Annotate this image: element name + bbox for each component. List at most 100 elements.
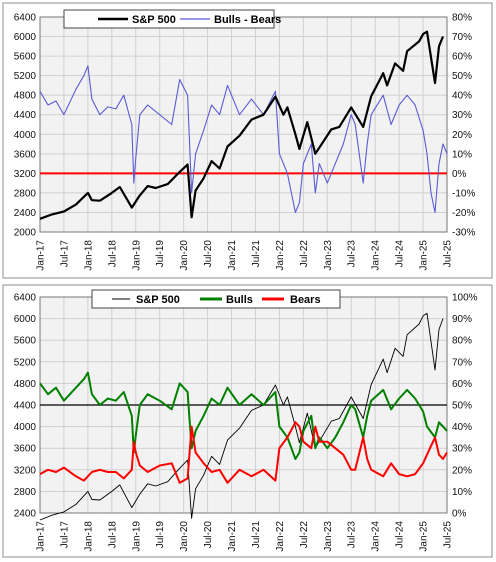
x-tick-label: Jan-19	[131, 521, 142, 552]
x-tick-label: Jan-25	[419, 240, 430, 271]
y-tick-label-right: 10%	[452, 149, 472, 160]
series-line-bulls	[39, 371, 448, 460]
x-tick-label: Jul-24	[395, 240, 406, 268]
y-tick-label-left: 3200	[14, 465, 37, 476]
bottom-left-y-axis: 2400 2800 3200 3600 4000 4400 4800 5200 5600 6000…	[14, 293, 37, 520]
x-tick-label: Jan-17	[36, 521, 47, 552]
y-tick-label-left: 5600	[14, 336, 37, 347]
x-tick-label: Jan-23	[323, 240, 334, 271]
x-tick-label: Jan-22	[275, 240, 286, 271]
y-tick-label-left: 4000	[14, 130, 37, 141]
bottom-chart-panel: Jan-17 Jul-17 Jan-18 Jul-18 Jan-19 Jul-19 Jan-…	[2, 284, 493, 558]
y-tick-label-left: 2400	[14, 208, 37, 219]
y-tick-label-left: 5200	[14, 357, 37, 368]
y-tick-label-left: 6400	[14, 13, 37, 24]
y-tick-label-right: 30%	[452, 444, 472, 455]
x-tick-label: Jan-19	[131, 240, 142, 271]
x-tick-label: Jan-17	[36, 240, 47, 271]
y-tick-label-left: 6000	[14, 314, 37, 325]
y-tick-label-right: 100%	[452, 293, 478, 304]
y-tick-label-right: 50%	[452, 71, 472, 82]
top-left-y-axis: 2000 2400 2800 3200 3600 4000 4400 4800 5200 5600…	[14, 13, 37, 239]
x-tick-label: Jul-17	[59, 521, 70, 549]
y-tick-label-right: 70%	[452, 32, 472, 43]
y-tick-label-right: 20%	[452, 130, 472, 141]
y-tick-label-right: 0%	[452, 509, 467, 520]
x-tick-label: Jan-24	[371, 521, 382, 552]
x-tick-label: Jul-22	[299, 521, 310, 549]
legend-label-sp500-bottom: S&P 500	[136, 294, 180, 306]
y-tick-label-right: 40%	[452, 422, 472, 433]
y-tick-label-left: 2800	[14, 487, 37, 498]
x-tick-label: Jul-25	[443, 240, 454, 268]
y-tick-label-left: 5600	[14, 52, 37, 63]
x-tick-label: Jan-18	[83, 521, 94, 552]
y-tick-label-left: 2400	[14, 509, 37, 520]
x-tick-label: Jul-20	[203, 240, 214, 268]
x-tick-label: Jul-17	[59, 240, 70, 268]
y-tick-label-right: 50%	[452, 401, 472, 412]
x-tick-label: Jan-20	[179, 521, 190, 552]
x-tick-label: Jul-21	[251, 240, 262, 268]
x-tick-label: Jul-23	[347, 521, 358, 549]
x-tick-label: Jul-19	[155, 521, 166, 549]
y-tick-label-left: 4400	[14, 110, 37, 121]
x-tick-label: Jan-23	[323, 521, 334, 552]
y-tick-label-right: -10%	[452, 188, 475, 199]
y-tick-label-right: 40%	[452, 91, 472, 102]
x-tick-label: Jan-24	[371, 240, 382, 271]
y-tick-label-left: 2800	[14, 188, 37, 199]
legend-label-bulls-bears: Bulls - Bears	[214, 14, 281, 26]
y-tick-label-left: 3600	[14, 149, 37, 160]
x-tick-label: Jan-22	[275, 521, 286, 552]
y-tick-label-right: -30%	[452, 228, 475, 239]
y-tick-label-right: 70%	[452, 357, 472, 368]
bottom-x-axis: Jan-17 Jul-17 Jan-18 Jul-18 Jan-19 Jul-19 Jan-…	[36, 521, 454, 552]
y-tick-label-right: 20%	[452, 465, 472, 476]
y-tick-label-right: 80%	[452, 13, 472, 24]
y-tick-label-right: 10%	[452, 487, 472, 498]
x-tick-label: Jan-18	[83, 240, 94, 271]
legend-label-bulls: Bulls	[226, 294, 253, 306]
y-tick-label-left: 4000	[14, 422, 37, 433]
y-tick-label-left: 3600	[14, 444, 37, 455]
x-tick-label: Jul-23	[347, 240, 358, 268]
series-line-bears	[39, 421, 448, 484]
top-series	[39, 30, 448, 220]
y-tick-label-right: 0%	[452, 169, 467, 180]
y-tick-label-left: 3200	[14, 169, 37, 180]
y-tick-label-left: 4800	[14, 91, 37, 102]
x-tick-label: Jul-18	[107, 240, 118, 268]
bottom-right-y-axis: 0% 10% 20% 30% 40% 50% 60% 70% 80% 90% 100%	[452, 293, 478, 520]
y-tick-label-right: 60%	[452, 379, 472, 390]
x-tick-label: Jan-25	[419, 521, 430, 552]
x-tick-label: Jan-21	[227, 240, 238, 271]
y-tick-label-left: 4800	[14, 379, 37, 390]
x-tick-label: Jul-22	[299, 240, 310, 268]
x-tick-label: Jul-24	[395, 521, 406, 549]
top-x-axis: Jan-17 Jul-17 Jan-18 Jul-18 Jan-19 Jul-19 Jan-…	[36, 240, 454, 271]
y-tick-label-left: 6400	[14, 293, 37, 304]
legend-label-sp500: S&P 500	[132, 14, 176, 26]
top-right-y-axis: -30% -20% -10% 0% 10% 20% 30% 40% 50% 60% 70% 80%	[452, 13, 475, 239]
y-tick-label-right: 90%	[452, 314, 472, 325]
x-tick-label: Jul-21	[251, 521, 262, 549]
y-tick-label-left: 4400	[14, 401, 37, 412]
y-tick-label-left: 6000	[14, 32, 37, 43]
series-line-s-p-500	[39, 30, 445, 220]
x-tick-label: Jul-18	[107, 521, 118, 549]
y-tick-label-left: 5200	[14, 71, 37, 82]
legend-label-bears: Bears	[290, 294, 321, 306]
x-tick-label: Jan-20	[179, 240, 190, 271]
y-tick-label-left: 2000	[14, 228, 37, 239]
y-tick-label-right: -20%	[452, 208, 475, 219]
x-tick-label: Jul-19	[155, 240, 166, 268]
y-tick-label-right: 60%	[452, 52, 472, 63]
y-tick-label-right: 80%	[452, 336, 472, 347]
y-tick-label-right: 30%	[452, 110, 472, 121]
top-chart-panel: Jan-17 Jul-17 Jan-18 Jul-18 Jan-19 Jul-19 Jan-…	[2, 2, 493, 279]
bottom-legend: S&P 500 Bulls Bears	[91, 289, 341, 309]
x-tick-label: Jul-25	[443, 521, 454, 549]
x-tick-label: Jan-21	[227, 521, 238, 552]
